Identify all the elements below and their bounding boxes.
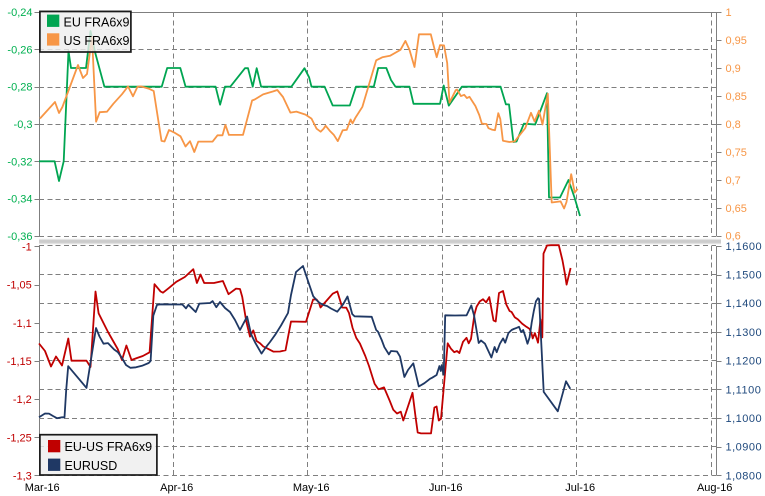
svg-text:1,1400: 1,1400 <box>726 298 763 310</box>
svg-text:Jun-16: Jun-16 <box>429 482 463 494</box>
svg-text:0,75: 0,75 <box>726 147 747 159</box>
svg-text:Aug-16: Aug-16 <box>697 482 732 494</box>
svg-text:0,7: 0,7 <box>726 175 741 187</box>
svg-text:1,1600: 1,1600 <box>726 241 763 253</box>
svg-text:1,1100: 1,1100 <box>726 384 762 396</box>
svg-text:-1,1: -1,1 <box>13 318 32 330</box>
svg-text:-0,36: -0,36 <box>7 231 32 243</box>
svg-text:1: 1 <box>726 7 732 19</box>
svg-text:0,9: 0,9 <box>726 63 741 75</box>
svg-text:-0,26: -0,26 <box>7 44 32 56</box>
svg-text:-0,24: -0,24 <box>7 7 32 19</box>
svg-text:EU FRA6x9: EU FRA6x9 <box>64 15 130 29</box>
svg-text:0,8: 0,8 <box>726 119 741 131</box>
svg-text:-1,2: -1,2 <box>13 394 32 406</box>
svg-text:-0,28: -0,28 <box>7 82 32 94</box>
svg-text:-1,15: -1,15 <box>7 356 32 368</box>
svg-text:EU-US FRA6x9: EU-US FRA6x9 <box>65 440 153 454</box>
svg-text:1,0900: 1,0900 <box>726 442 763 454</box>
svg-text:0,65: 0,65 <box>726 203 747 215</box>
svg-text:EURUSD: EURUSD <box>65 459 118 473</box>
svg-text:1,1500: 1,1500 <box>726 270 763 282</box>
svg-text:Jul-16: Jul-16 <box>565 482 595 494</box>
svg-text:1,1000: 1,1000 <box>726 413 763 425</box>
svg-text:1,1300: 1,1300 <box>726 327 763 339</box>
svg-text:May-16: May-16 <box>293 482 330 494</box>
svg-text:-1,3: -1,3 <box>13 470 32 482</box>
svg-text:-0,3: -0,3 <box>14 119 33 131</box>
svg-text:1,1200: 1,1200 <box>726 356 763 368</box>
svg-text:Apr-16: Apr-16 <box>160 482 193 494</box>
svg-text:-1: -1 <box>22 241 32 253</box>
svg-text:0,6: 0,6 <box>726 231 741 243</box>
svg-text:-0,34: -0,34 <box>7 194 32 206</box>
svg-text:Mar-16: Mar-16 <box>25 482 60 494</box>
svg-text:0,85: 0,85 <box>726 91 747 103</box>
svg-text:-1,05: -1,05 <box>7 280 32 292</box>
svg-text:-0,32: -0,32 <box>7 156 32 168</box>
svg-text:-1,25: -1,25 <box>7 432 32 444</box>
svg-text:US FRA6x9: US FRA6x9 <box>64 34 130 48</box>
svg-text:0,95: 0,95 <box>726 35 747 47</box>
svg-text:1,0800: 1,0800 <box>726 470 763 482</box>
